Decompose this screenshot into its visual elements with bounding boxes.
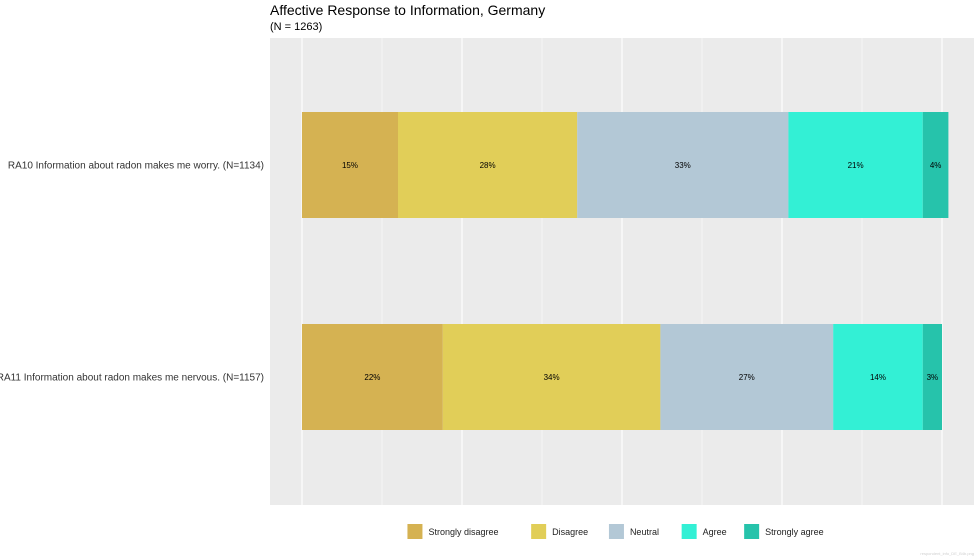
bar-segment-strongly-disagree xyxy=(302,324,443,430)
data-label: 15% xyxy=(342,161,358,170)
category-label: RA10 Information about radon makes me wo… xyxy=(8,161,264,172)
data-label: 33% xyxy=(675,161,691,170)
legend-key xyxy=(608,524,624,539)
bar-segment-strongly-disagree xyxy=(302,112,398,218)
data-label: 14% xyxy=(870,373,886,382)
bar-segment-agree xyxy=(788,112,923,218)
data-label: 27% xyxy=(739,373,755,382)
data-label: 4% xyxy=(930,161,942,170)
bar-segment-disagree xyxy=(442,324,661,430)
category-label: RA11 Information about radon makes me ne… xyxy=(0,373,264,384)
legend-key xyxy=(681,524,697,539)
legend-key xyxy=(407,524,423,539)
bar-segment-agree xyxy=(833,324,923,430)
bar-segment-neutral xyxy=(660,324,834,430)
legend-label: Disagree xyxy=(552,527,588,537)
chart-title: Affective Response to Information, Germa… xyxy=(270,2,546,18)
chart-subtitle: (N = 1263) xyxy=(270,21,323,33)
legend-key xyxy=(744,524,760,539)
bar-segment-disagree xyxy=(398,112,578,218)
data-label: 34% xyxy=(544,373,560,382)
data-label: 22% xyxy=(364,373,380,382)
legend-key xyxy=(531,524,547,539)
watermark: respondent_info_DE_B4b.png xyxy=(920,551,974,556)
legend-label: Strongly agree xyxy=(765,527,824,537)
data-label: 28% xyxy=(480,161,496,170)
legend-label: Agree xyxy=(703,527,727,537)
bar-segment-strongly-agree xyxy=(922,112,949,218)
bar-segment-strongly-agree xyxy=(922,324,942,430)
data-label: 3% xyxy=(927,373,939,382)
legend-label: Strongly disagree xyxy=(428,527,498,537)
data-label: 21% xyxy=(848,161,864,170)
legend-label: Neutral xyxy=(630,527,659,537)
bar-segment-neutral xyxy=(577,112,789,218)
